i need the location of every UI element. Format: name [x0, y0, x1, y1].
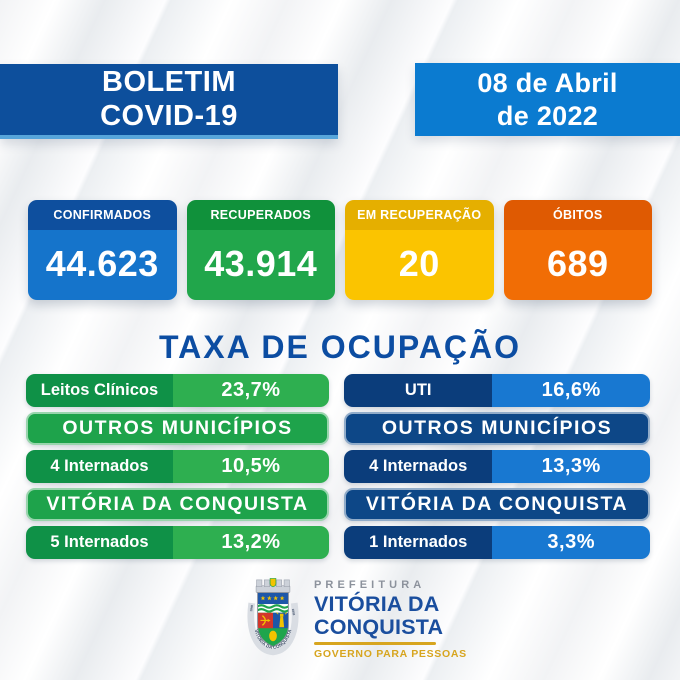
occupancy-row-label: Leitos Clínicos: [26, 374, 173, 407]
stat-card-obitos: ÓBITOS 689: [503, 200, 652, 300]
stat-cards-row: CONFIRMADOS 44.623 RECUPERADOS 43.914 EM…: [28, 200, 652, 300]
occupancy-row-outros-municipios: OUTROS MUNICÍPIOS: [26, 412, 329, 445]
logo-city-line1: VITÓRIA DA: [314, 592, 440, 617]
occupancy-bar-label: VITÓRIA DA CONQUISTA: [46, 493, 309, 515]
stat-card-confirmados: CONFIRMADOS 44.623: [28, 200, 177, 300]
bulletin-date-line1: 08 de Abril: [477, 68, 618, 99]
coat-of-arms-icon: VITÓRIA DA CONQUISTA 1840 1891: [247, 578, 299, 656]
occupancy-row-uti: UTI 16,6%: [344, 374, 650, 407]
stat-card-label: CONFIRMADOS: [28, 200, 177, 230]
stat-card-value: 20: [345, 230, 494, 300]
stat-card-label: EM RECUPERAÇÃO: [345, 200, 494, 230]
occupancy-row-value: 3,3%: [492, 526, 650, 559]
stat-card-value: 689: [503, 230, 652, 300]
crest-year-right: 1891: [291, 608, 296, 616]
occupancy-row-label: UTI: [344, 374, 493, 407]
occupancy-row-label: 1 Internados: [344, 526, 493, 559]
bulletin-date-line2: de 2022: [496, 100, 599, 131]
stat-card-label: RECUPERADOS: [186, 200, 335, 230]
crest-shield: [257, 591, 289, 648]
bulletin-date-banner: 08 de Abril de 2022: [415, 63, 680, 136]
stat-card-em-recuperacao: EM RECUPERAÇÃO 20: [345, 200, 494, 300]
occupancy-row-internados-vdc: 5 Internados 13,2%: [26, 526, 329, 559]
logo-prefeitura-label: PREFEITURA: [314, 579, 426, 592]
occupancy-row-label: 4 Internados: [344, 450, 493, 483]
crest-crown: [255, 579, 291, 593]
logo-slogan: GOVERNO PARA PESSOAS: [314, 647, 467, 660]
occupancy-row-internados-vdc: 1 Internados 3,3%: [344, 526, 650, 559]
occupancy-bar-label: OUTROS MUNICÍPIOS: [62, 417, 293, 439]
occupancy-left-column: Leitos Clínicos 23,7% OUTROS MUNICÍPIOS …: [26, 374, 329, 564]
footer-logo: VITÓRIA DA CONQUISTA 1840 1891 PREFEITUR…: [0, 577, 680, 662]
occupancy-row-internados-outros: 4 Internados 10,5%: [26, 450, 329, 483]
crest-year-left: 1840: [249, 604, 254, 612]
stat-card-value: 44.623: [28, 230, 177, 300]
logo-city-line2: CONQUISTA: [314, 614, 444, 639]
crest-crown-emblem: [269, 578, 277, 588]
occupancy-row-outros-municipios: OUTROS MUNICÍPIOS: [344, 412, 650, 445]
occupancy-row-vitoria-da-conquista: VITÓRIA DA CONQUISTA: [26, 488, 329, 521]
occupancy-row-vitoria-da-conquista: VITÓRIA DA CONQUISTA: [344, 488, 650, 521]
bulletin-title-banner: BOLETIM COVID-19: [0, 64, 338, 139]
crest-ribbon: [247, 602, 299, 656]
logo-text-block: PREFEITURA VITÓRIA DA CONQUISTA GOVERNO …: [314, 579, 467, 660]
logo-divider: [314, 642, 436, 645]
occupancy-title: TAXA DE OCUPAÇÃO: [158, 329, 522, 365]
occupancy-bar-label: OUTROS MUNICÍPIOS: [381, 417, 613, 439]
occupancy-row-value: 13,3%: [492, 450, 650, 483]
occupancy-row-value: 16,6%: [492, 374, 650, 407]
occupancy-row-value: 23,7%: [172, 374, 329, 407]
bulletin-title-line2: COVID-19: [100, 99, 238, 132]
occupancy-row-internados-outros: 4 Internados 13,3%: [344, 450, 650, 483]
occupancy-bar-label: VITÓRIA DA CONQUISTA: [365, 493, 629, 515]
occupancy-row-value: 13,2%: [172, 526, 329, 559]
occupancy-row-label: 5 Internados: [26, 526, 173, 559]
occupancy-right-column: UTI 16,6% OUTROS MUNICÍPIOS 4 Internados…: [344, 374, 650, 564]
stat-card-value: 43.914: [186, 230, 335, 300]
occupancy-row-value: 10,5%: [172, 450, 329, 483]
occupancy-row-label: 4 Internados: [26, 450, 173, 483]
bulletin-title-line1: BOLETIM: [102, 65, 236, 98]
stat-card-label: ÓBITOS: [503, 200, 652, 230]
occupancy-row-leitos-clinicos: Leitos Clínicos 23,7%: [26, 374, 329, 407]
stat-card-recuperados: RECUPERADOS 43.914: [186, 200, 335, 300]
